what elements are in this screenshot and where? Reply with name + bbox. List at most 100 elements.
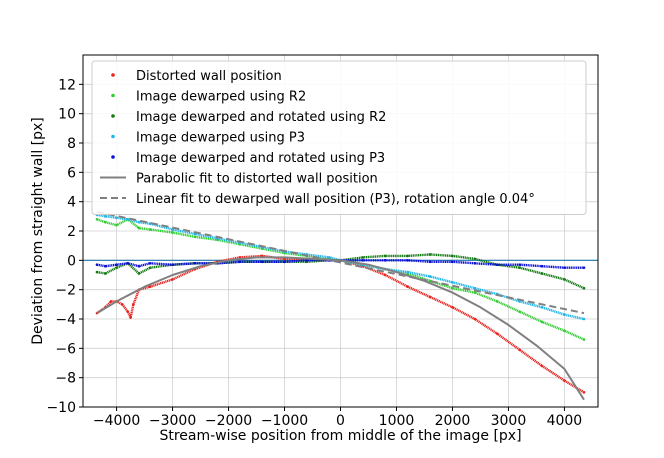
legend-marker — [111, 73, 115, 77]
legend-item: Image dewarped and rotated using R2 — [111, 110, 386, 125]
data-point — [406, 259, 409, 262]
series-6 — [96, 256, 585, 401]
data-point — [171, 263, 174, 267]
data-point — [428, 260, 432, 264]
legend-label: Distorted wall position — [136, 69, 282, 84]
legend-label: Parabolic fit to distorted wall position — [136, 172, 378, 187]
data-point — [137, 220, 141, 224]
data-point — [193, 235, 197, 239]
data-point — [582, 391, 586, 394]
data-point — [582, 317, 586, 321]
data-point — [115, 263, 118, 267]
legend-label: Image dewarped using P3 — [136, 131, 305, 146]
data-point — [451, 286, 454, 290]
data-point — [473, 291, 477, 294]
legend-item: Parabolic fit to distorted wall position — [100, 172, 378, 187]
x-tick-label: 1000 — [379, 413, 415, 429]
data-point — [238, 260, 242, 264]
data-point — [148, 222, 152, 225]
data-point — [148, 261, 152, 265]
data-point — [361, 259, 365, 262]
data-point — [383, 273, 387, 277]
legend-marker — [111, 155, 115, 159]
data-point — [126, 310, 130, 313]
data-point — [582, 338, 586, 341]
series-7 — [96, 210, 585, 315]
y-tick-label: −10 — [46, 400, 76, 416]
data-point — [383, 259, 387, 262]
data-point — [148, 285, 152, 289]
data-point — [563, 278, 566, 281]
data-point — [104, 272, 107, 275]
series-line — [96, 213, 585, 321]
data-point — [406, 285, 409, 289]
x-tick-label: 4000 — [547, 413, 583, 429]
data-point — [540, 272, 544, 275]
y-tick-label: 12 — [58, 77, 76, 93]
legend-marker — [111, 114, 115, 118]
data-point — [495, 263, 499, 267]
data-point — [563, 379, 566, 382]
data-point — [137, 264, 141, 268]
legend-label: Image dewarped and rotated using R2 — [136, 110, 386, 125]
data-point — [260, 260, 264, 264]
data-point — [428, 295, 432, 299]
y-tick-label: 4 — [67, 195, 76, 211]
data-point — [126, 217, 130, 221]
legend-marker — [111, 134, 115, 139]
data-point — [451, 254, 454, 258]
data-point — [563, 329, 566, 333]
series-5 — [95, 259, 586, 269]
data-point — [473, 317, 477, 321]
data-point — [518, 310, 521, 313]
legend-item: Image dewarped using R2 — [111, 90, 306, 105]
data-point — [115, 223, 118, 227]
data-point — [120, 303, 124, 306]
data-point — [104, 264, 107, 268]
legend-marker — [111, 93, 115, 98]
data-point — [406, 270, 409, 274]
legend-item: Linear fit to dewarped wall position (P3… — [100, 192, 535, 207]
data-point — [171, 231, 174, 234]
data-point — [171, 228, 174, 231]
data-point — [95, 263, 99, 267]
x-tick-label: −3000 — [149, 413, 196, 429]
legend-label: Linear fit to dewarped wall position (P3… — [136, 192, 535, 207]
data-point — [428, 253, 432, 256]
data-point — [451, 281, 454, 284]
x-tick-label: 0 — [336, 413, 345, 429]
data-point — [406, 254, 409, 258]
legend-item: Image dewarped and rotated using P3 — [111, 151, 385, 166]
y-tick-label: 0 — [67, 253, 76, 269]
data-point — [137, 272, 141, 275]
data-point — [563, 313, 566, 316]
data-point — [361, 256, 365, 259]
data-point — [518, 266, 521, 269]
data-point — [137, 226, 141, 230]
series-line — [96, 259, 584, 269]
x-tick-label: 2000 — [435, 413, 471, 429]
data-point — [109, 300, 113, 303]
data-point — [495, 300, 499, 303]
data-point — [104, 220, 107, 224]
data-point — [518, 263, 521, 267]
x-tick-label: −4000 — [93, 413, 140, 429]
data-point — [540, 305, 544, 309]
legend-label: Image dewarped using R2 — [136, 90, 306, 105]
data-point — [563, 266, 566, 269]
data-point — [473, 257, 477, 261]
data-point — [451, 260, 454, 264]
x-tick-label: −1000 — [261, 413, 308, 429]
data-point — [540, 264, 544, 268]
y-tick-label: 6 — [67, 165, 76, 181]
data-point — [383, 254, 387, 258]
axis-ticks: −4000 −3000 −2000 −1000 0 1000 2000 3000 4000 −10… — [46, 77, 582, 429]
data-point — [451, 305, 454, 309]
data-point — [126, 261, 130, 265]
data-point — [540, 320, 544, 324]
data-point — [540, 364, 544, 368]
data-point — [428, 279, 432, 283]
x-axis-label: Stream-wise position from middle of the … — [159, 428, 521, 444]
data-point — [582, 286, 586, 290]
